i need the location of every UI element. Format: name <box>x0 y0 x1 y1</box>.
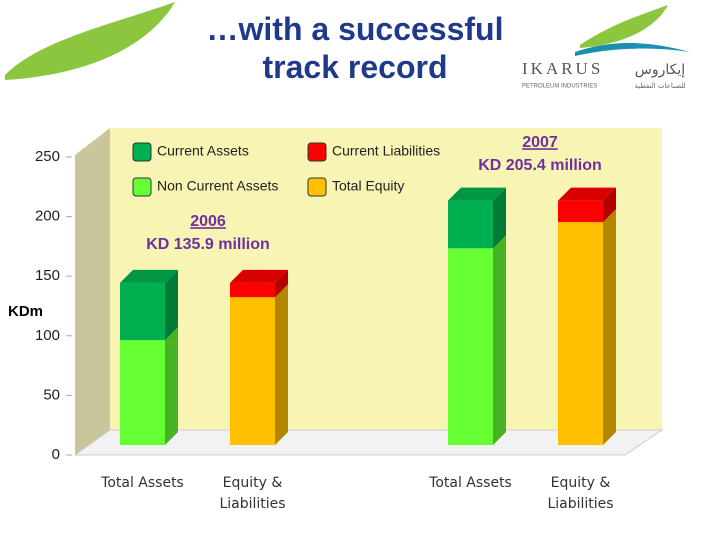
x-tick-label: Equity & Liabilities <box>547 475 614 512</box>
bar-top <box>120 269 178 283</box>
logo-swoosh <box>5 2 175 80</box>
legend-swatch <box>307 142 327 162</box>
bar-side <box>275 284 288 445</box>
logo-name-arabic: إيكاروس <box>635 62 686 78</box>
legend-label: Current Assets <box>157 143 249 159</box>
y-tick-label: 100 <box>35 327 60 344</box>
logo-swoosh <box>580 5 668 48</box>
y-tick-label: 200 <box>35 208 60 225</box>
bar-segment <box>120 340 165 445</box>
bar-top <box>448 187 506 201</box>
bar-side <box>275 269 288 298</box>
x-tick-label: Total Assets <box>429 475 512 491</box>
logo-subtitle: PETROLEUM INDUSTRIES <box>522 84 597 90</box>
bar-segment <box>230 282 275 298</box>
annotation-year: 2007 <box>522 134 558 151</box>
bar-side <box>603 209 616 445</box>
floor <box>73 429 664 456</box>
bar-top <box>230 269 288 283</box>
y-tick-label: 250 <box>35 148 60 165</box>
legend-swatch <box>132 177 152 197</box>
bar-segment <box>230 297 275 445</box>
bar-segment <box>120 282 165 341</box>
y-axis-label: KDm <box>8 303 43 320</box>
annotation-year: 2006 <box>190 213 226 230</box>
bar-segment <box>448 200 493 249</box>
x-tick-label: Equity & Liabilities <box>219 475 286 512</box>
x-tick-label: Total Assets <box>101 475 184 491</box>
bar-segment <box>558 222 603 445</box>
bar-segment <box>558 200 603 223</box>
legend-label: Non Current Assets <box>157 178 278 194</box>
side-wall <box>75 128 110 455</box>
legend-label: Current Liabilities <box>332 143 440 159</box>
bar-segment <box>448 248 493 445</box>
bar-top <box>558 187 616 201</box>
slide-title: …with a successful track record <box>206 11 504 85</box>
logo-subtitle-arabic: للصناعات النفطية <box>634 82 685 90</box>
legend-swatch <box>307 177 327 197</box>
bar-side <box>493 235 506 445</box>
annotation-text: KD 205.4 million <box>478 157 602 174</box>
bar-side <box>165 327 178 445</box>
legend-label: Total Equity <box>332 178 404 194</box>
bar-side <box>603 187 616 223</box>
y-tick-label: 0 <box>52 446 60 463</box>
bar-side <box>493 187 506 249</box>
logo-swoosh <box>575 43 690 56</box>
bar-side <box>165 269 178 341</box>
logo-name: IKARUS <box>522 59 603 78</box>
annotation-text: KD 135.9 million <box>146 236 270 253</box>
y-tick-label: 150 <box>35 267 60 284</box>
y-tick-label: 50 <box>43 386 60 403</box>
legend-swatch <box>132 142 152 162</box>
